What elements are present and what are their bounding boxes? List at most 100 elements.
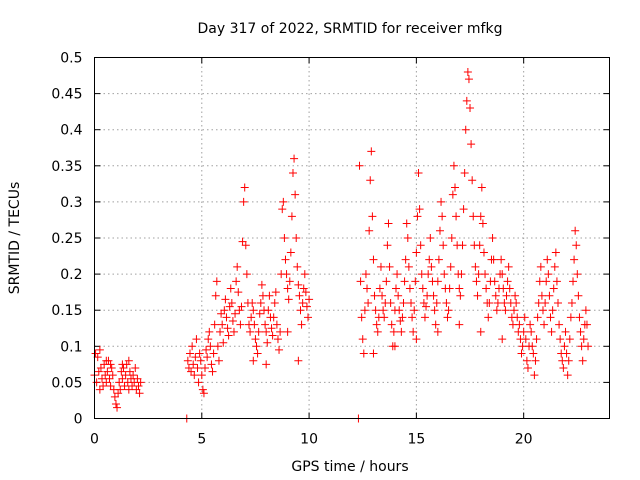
data-point bbox=[95, 345, 104, 354]
data-point bbox=[246, 327, 255, 336]
data-point bbox=[365, 226, 374, 235]
data-point bbox=[386, 298, 395, 307]
data-point bbox=[404, 262, 413, 271]
data-point bbox=[578, 356, 587, 365]
data-point bbox=[432, 298, 441, 307]
data-point bbox=[437, 197, 446, 206]
data-point bbox=[575, 313, 584, 322]
data-point bbox=[545, 291, 554, 300]
data-point bbox=[212, 277, 221, 286]
data-point bbox=[464, 75, 473, 84]
data-point bbox=[367, 147, 376, 156]
data-point bbox=[115, 378, 124, 387]
data-point bbox=[285, 277, 294, 286]
data-point bbox=[467, 140, 476, 149]
data-point bbox=[501, 306, 510, 315]
data-point bbox=[565, 335, 574, 344]
data-point bbox=[110, 392, 119, 401]
data-point bbox=[378, 291, 387, 300]
data-point bbox=[546, 313, 555, 322]
data-point bbox=[579, 335, 588, 344]
data-points bbox=[90, 67, 593, 423]
data-point bbox=[257, 280, 266, 289]
data-point bbox=[242, 270, 251, 279]
data-point bbox=[299, 284, 308, 293]
data-point bbox=[581, 306, 590, 315]
axis-ticks: 0 5 10 15 20 0 0.05 0.1 0.15 0.2 0.25 0.3 0.35 0.4 0.4… bbox=[51, 51, 610, 448]
data-point bbox=[412, 248, 421, 257]
data-point bbox=[519, 327, 528, 336]
data-point bbox=[233, 262, 242, 271]
data-point bbox=[384, 219, 393, 228]
data-point bbox=[282, 270, 291, 279]
data-point bbox=[229, 327, 238, 336]
data-point bbox=[272, 320, 281, 329]
data-point bbox=[262, 360, 271, 369]
data-point bbox=[542, 277, 551, 286]
x-tick-label: 10 bbox=[300, 432, 318, 448]
data-point bbox=[294, 356, 303, 365]
y-tick-label: 0.2 bbox=[60, 267, 82, 283]
data-point bbox=[375, 284, 384, 293]
data-point bbox=[503, 277, 512, 286]
data-point bbox=[492, 306, 501, 315]
data-point bbox=[293, 262, 302, 271]
data-point bbox=[560, 342, 569, 351]
data-point bbox=[456, 291, 465, 300]
data-point bbox=[419, 298, 428, 307]
data-point bbox=[584, 342, 593, 351]
data-point bbox=[529, 349, 538, 358]
data-point bbox=[361, 270, 370, 279]
data-point bbox=[280, 234, 289, 242]
data-point bbox=[433, 327, 442, 336]
data-point bbox=[287, 212, 296, 221]
data-point bbox=[530, 371, 539, 380]
plot-frame bbox=[94, 57, 610, 419]
data-point bbox=[217, 309, 226, 318]
data-point bbox=[389, 327, 398, 336]
data-point bbox=[440, 270, 449, 279]
data-point bbox=[265, 291, 274, 300]
data-point bbox=[424, 270, 433, 279]
data-point bbox=[520, 313, 529, 322]
data-point bbox=[292, 234, 301, 242]
data-point bbox=[191, 353, 200, 362]
data-point bbox=[187, 367, 196, 376]
data-point bbox=[196, 356, 205, 365]
data-point bbox=[504, 262, 513, 271]
data-point bbox=[413, 212, 422, 221]
data-point bbox=[531, 356, 540, 365]
data-point bbox=[397, 327, 406, 336]
data-point bbox=[554, 298, 562, 307]
data-point bbox=[256, 298, 265, 307]
data-point bbox=[134, 382, 143, 391]
data-point bbox=[538, 306, 547, 315]
data-point bbox=[117, 367, 126, 376]
data-point bbox=[387, 320, 396, 329]
data-point bbox=[298, 298, 307, 307]
data-point bbox=[482, 284, 491, 293]
data-point bbox=[451, 183, 459, 192]
data-point bbox=[131, 363, 140, 372]
data-point bbox=[439, 241, 448, 250]
data-point bbox=[430, 306, 439, 315]
data-point bbox=[382, 277, 391, 286]
data-point bbox=[95, 385, 104, 394]
data-point bbox=[369, 349, 378, 358]
data-point bbox=[290, 154, 299, 163]
data-point bbox=[457, 270, 466, 279]
data-point bbox=[211, 291, 220, 300]
data-point bbox=[203, 353, 212, 362]
data-point bbox=[537, 291, 546, 300]
data-point bbox=[93, 353, 102, 362]
data-point bbox=[479, 248, 488, 257]
y-tick-label: 0.45 bbox=[51, 87, 82, 103]
data-point bbox=[376, 262, 385, 271]
data-point bbox=[559, 363, 568, 372]
x-tick-label: 20 bbox=[515, 432, 533, 448]
data-point bbox=[271, 288, 280, 297]
data-point bbox=[403, 234, 412, 242]
data-point bbox=[118, 374, 127, 383]
data-point bbox=[447, 234, 456, 242]
data-point bbox=[135, 389, 144, 398]
